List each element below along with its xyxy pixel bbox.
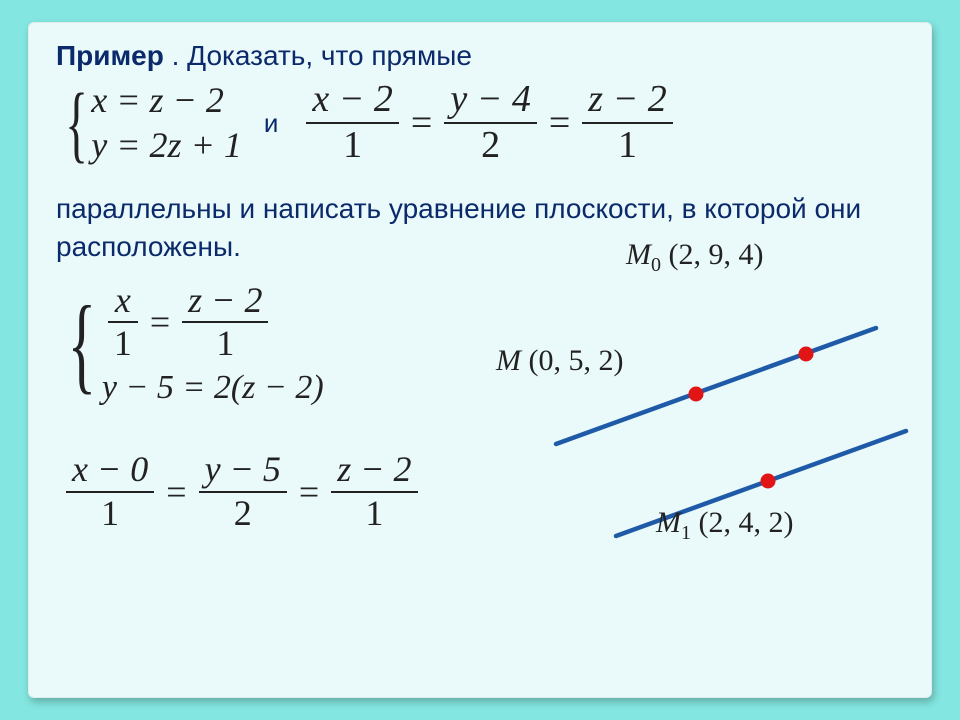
sys2-line2: y − 5 = 2(z − 2)	[102, 369, 324, 407]
frac: z − 21	[331, 451, 417, 533]
lower-region: { x1 = z − 21 y − 5 = 2(z − 2)	[56, 276, 904, 533]
frac: x1	[108, 282, 138, 364]
system-2: { x1 = z − 21 y − 5 = 2(z − 2)	[56, 282, 486, 408]
frac: y − 42	[444, 80, 537, 166]
diagram-region: M0 (2, 9, 4) M (0, 5, 2) M1 (2, 4, 2)	[486, 276, 904, 533]
equation-1: x − 21 = y − 42 = z − 21	[300, 80, 678, 166]
sys1-line2: y = 2z + 1	[91, 123, 242, 168]
row-problem: { x = z − 2 y = 2z + 1 и x − 21 = y − 42…	[56, 78, 904, 168]
system-1: { x = z − 2 y = 2z + 1	[56, 78, 242, 168]
frac: x − 01	[66, 451, 154, 533]
label-m0: M0 (2, 9, 4)	[626, 238, 763, 277]
left-column: { x1 = z − 21 y − 5 = 2(z − 2)	[56, 276, 486, 533]
dot-m0	[799, 346, 814, 361]
dot-m	[689, 386, 704, 401]
equation-2: x − 01 = y − 52 = z − 21	[60, 451, 486, 533]
brace-icon: {	[65, 93, 88, 153]
dot-m1	[761, 473, 776, 488]
conjunction: и	[264, 108, 279, 139]
sys2-line1: x1 = z − 21	[102, 282, 324, 364]
title-rest: . Доказать, что прямые	[164, 40, 472, 71]
frac: y − 52	[199, 451, 287, 533]
system-1-lines: x = z − 2 y = 2z + 1	[91, 78, 242, 168]
frac: z − 21	[582, 80, 672, 166]
paragraph: параллельны и написать уравнение плоскос…	[56, 190, 904, 266]
slide-card: Пример . Доказать, что прямые { x = z − …	[28, 22, 932, 698]
brace-icon: {	[68, 307, 97, 383]
title-bold: Пример	[56, 40, 164, 71]
label-m1: M1 (2, 4, 2)	[656, 506, 793, 545]
label-m: M (0, 5, 2)	[496, 344, 623, 378]
frac: x − 21	[306, 80, 399, 166]
sys1-line1: x = z − 2	[91, 78, 242, 123]
system-2-lines: x1 = z − 21 y − 5 = 2(z − 2)	[102, 282, 324, 408]
title: Пример . Доказать, что прямые	[56, 40, 904, 72]
frac: z − 21	[182, 282, 268, 364]
